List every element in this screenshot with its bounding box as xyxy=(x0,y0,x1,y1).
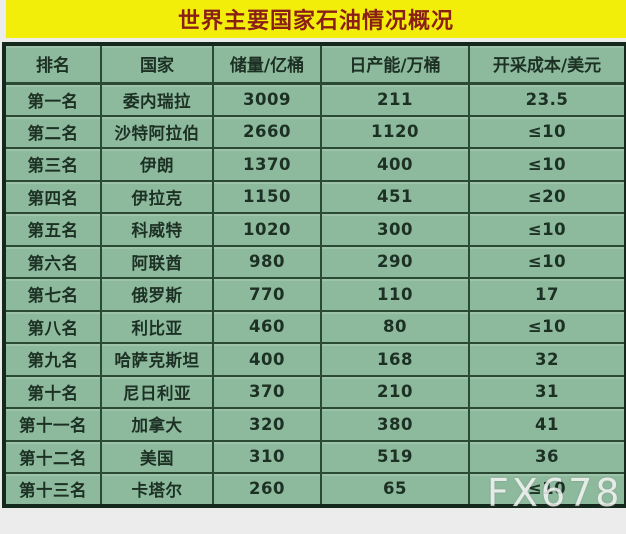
page-title: 世界主要国家石油情况概况 xyxy=(177,9,454,34)
table-row: 第一名 委内瑞拉 3009 211 23.5 xyxy=(3,82,626,117)
rank-cell: 第十三名 xyxy=(3,472,102,507)
country-cell: 伊朗 xyxy=(100,147,214,182)
table-row: 第六名 阿联酋 980 290 ≤10 xyxy=(3,244,626,279)
country-cell: 伊拉克 xyxy=(100,179,214,214)
reserves-cell: 770 xyxy=(212,277,322,312)
country-cell: 利比亚 xyxy=(100,309,214,344)
production-cell: 1120 xyxy=(320,114,470,149)
rank-cell: 第八名 xyxy=(3,309,102,344)
rank-cell: 第三名 xyxy=(3,147,102,182)
rank-cell: 第五名 xyxy=(3,212,102,247)
cost-cell: ≤10 xyxy=(468,244,626,279)
rank-cell: 第四名 xyxy=(3,179,102,214)
rank-cell: 第六名 xyxy=(3,244,102,279)
column-header-3: 日产能/万桶 xyxy=(320,42,470,85)
production-cell: 168 xyxy=(320,342,470,377)
rank-cell: 第十二名 xyxy=(3,439,102,474)
reserves-cell: 400 xyxy=(212,342,322,377)
rank-cell: 第九名 xyxy=(3,342,102,377)
production-cell: 80 xyxy=(320,309,470,344)
rank-cell: 第十一名 xyxy=(3,407,102,442)
table-row: 第八名 利比亚 460 80 ≤10 xyxy=(3,309,626,344)
production-cell: 290 xyxy=(320,244,470,279)
column-header-4: 开采成本/美元 xyxy=(468,42,626,85)
cost-cell: 41 xyxy=(468,407,626,442)
cost-cell: 32 xyxy=(468,342,626,377)
cost-cell: ≤10 xyxy=(468,472,626,507)
table-row: 第十三名 卡塔尔 260 65 ≤10 xyxy=(3,472,626,507)
country-cell: 哈萨克斯坦 xyxy=(100,342,214,377)
rank-cell: 第一名 xyxy=(3,82,102,117)
cost-cell: ≤20 xyxy=(468,179,626,214)
reserves-cell: 310 xyxy=(212,439,322,474)
reserves-cell: 2660 xyxy=(212,114,322,149)
table-body: 第一名 委内瑞拉 3009 211 23.5 第二名 沙特阿拉伯 2660 1120 ≤10 第三名… xyxy=(3,82,626,507)
production-cell: 300 xyxy=(320,212,470,247)
country-cell: 俄罗斯 xyxy=(100,277,214,312)
reserves-cell: 370 xyxy=(212,374,322,409)
column-header-1: 国家 xyxy=(100,42,214,85)
table-row: 第三名 伊朗 1370 400 ≤10 xyxy=(3,147,626,182)
reserves-cell: 460 xyxy=(212,309,322,344)
oil-table: 排名 国家 储量/亿桶 日产能/万桶 开采成本/美元 第一名 委内瑞拉 3009 211 23.… xyxy=(2,42,626,508)
table-row: 第二名 沙特阿拉伯 2660 1120 ≤10 xyxy=(3,114,626,149)
country-cell: 加拿大 xyxy=(100,407,214,442)
production-cell: 400 xyxy=(320,147,470,182)
column-header-0: 排名 xyxy=(3,42,102,85)
cost-cell: ≤10 xyxy=(468,212,626,247)
country-cell: 美国 xyxy=(100,439,214,474)
cost-cell: ≤10 xyxy=(468,147,626,182)
rank-cell: 第二名 xyxy=(3,114,102,149)
title-bar: 世界主要国家石油情况概况 xyxy=(6,0,626,38)
reserves-cell: 3009 xyxy=(212,82,322,117)
cost-cell: ≤10 xyxy=(468,114,626,149)
country-cell: 阿联酋 xyxy=(100,244,214,279)
table-head: 排名 国家 储量/亿桶 日产能/万桶 开采成本/美元 xyxy=(3,42,626,85)
cost-cell: ≤10 xyxy=(468,309,626,344)
table-row: 第五名 科威特 1020 300 ≤10 xyxy=(3,212,626,247)
reserves-cell: 320 xyxy=(212,407,322,442)
table-row: 第七名 俄罗斯 770 110 17 xyxy=(3,277,626,312)
reserves-cell: 980 xyxy=(212,244,322,279)
production-cell: 211 xyxy=(320,82,470,117)
country-cell: 科威特 xyxy=(100,212,214,247)
country-cell: 尼日利亚 xyxy=(100,374,214,409)
cost-cell: 36 xyxy=(468,439,626,474)
production-cell: 519 xyxy=(320,439,470,474)
reserves-cell: 260 xyxy=(212,472,322,507)
table-row: 第九名 哈萨克斯坦 400 168 32 xyxy=(3,342,626,377)
column-header-2: 储量/亿桶 xyxy=(212,42,322,85)
cost-cell: 17 xyxy=(468,277,626,312)
production-cell: 65 xyxy=(320,472,470,507)
production-cell: 110 xyxy=(320,277,470,312)
reserves-cell: 1370 xyxy=(212,147,322,182)
reserves-cell: 1020 xyxy=(212,212,322,247)
header-row: 排名 国家 储量/亿桶 日产能/万桶 开采成本/美元 xyxy=(3,42,626,85)
production-cell: 451 xyxy=(320,179,470,214)
production-cell: 380 xyxy=(320,407,470,442)
reserves-cell: 1150 xyxy=(212,179,322,214)
production-cell: 210 xyxy=(320,374,470,409)
cost-cell: 23.5 xyxy=(468,82,626,117)
table-row: 第十二名 美国 310 519 36 xyxy=(3,439,626,474)
country-cell: 委内瑞拉 xyxy=(100,82,214,117)
table-row: 第十一名 加拿大 320 380 41 xyxy=(3,407,626,442)
cost-cell: 31 xyxy=(468,374,626,409)
table-row: 第十名 尼日利亚 370 210 31 xyxy=(3,374,626,409)
rank-cell: 第十名 xyxy=(3,374,102,409)
country-cell: 沙特阿拉伯 xyxy=(100,114,214,149)
table-row: 第四名 伊拉克 1150 451 ≤20 xyxy=(3,179,626,214)
country-cell: 卡塔尔 xyxy=(100,472,214,507)
rank-cell: 第七名 xyxy=(3,277,102,312)
